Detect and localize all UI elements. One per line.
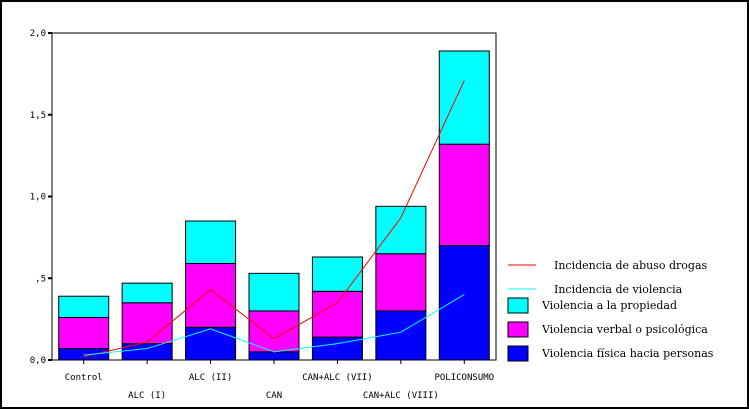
y-tick-label: 2,0 xyxy=(30,29,46,39)
y-tick-label: 1,5 xyxy=(30,111,46,121)
y-tick-label: 0,0 xyxy=(30,356,46,366)
x-tick-label: POLICONSUMO xyxy=(434,373,494,383)
bar-segment xyxy=(375,253,427,312)
series-line xyxy=(83,80,465,358)
bar-segment xyxy=(185,326,237,361)
legend-label: Violencia física hacia personas xyxy=(541,347,714,360)
legend-swatch xyxy=(507,345,529,362)
bar-segment xyxy=(248,310,300,353)
legend-label: Violencia verbal o psicológica xyxy=(541,323,708,336)
x-tick-label: CAN+ALC (VII) xyxy=(302,373,372,383)
bar-segment xyxy=(121,302,173,345)
legend-swatch xyxy=(507,297,529,314)
bar-segment xyxy=(58,316,110,350)
x-tick-label: ALC (I) xyxy=(128,391,166,401)
bar-segment xyxy=(438,245,490,361)
bar-segment xyxy=(185,220,237,265)
bar-segment xyxy=(375,205,427,255)
bar-segment xyxy=(58,295,110,318)
x-tick-label: ALC (II) xyxy=(189,373,232,383)
bar-segment xyxy=(185,263,237,328)
legend-label: Incidencia de abuso drogas xyxy=(554,259,707,272)
y-tick-label: 1,0 xyxy=(30,193,46,203)
legend-label: Violencia a la propiedad xyxy=(541,299,677,312)
bar-segment xyxy=(58,348,110,361)
x-tick-label: CAN xyxy=(266,391,282,401)
bar-segment xyxy=(438,50,490,145)
bar-segment xyxy=(121,282,173,304)
legend-label: Incidencia de violencia xyxy=(554,283,683,296)
legend-swatch xyxy=(507,321,529,338)
bar-segment xyxy=(311,256,363,292)
bar-segment xyxy=(248,272,300,312)
bar-segment xyxy=(311,290,363,338)
x-tick-label: Control xyxy=(65,373,103,383)
bar-segment xyxy=(248,351,300,361)
x-tick-label: CAN+ALC (VIII) xyxy=(363,391,439,401)
bar-segment xyxy=(438,143,490,247)
y-tick-label: ,5 xyxy=(35,274,46,284)
series-line xyxy=(83,294,465,356)
